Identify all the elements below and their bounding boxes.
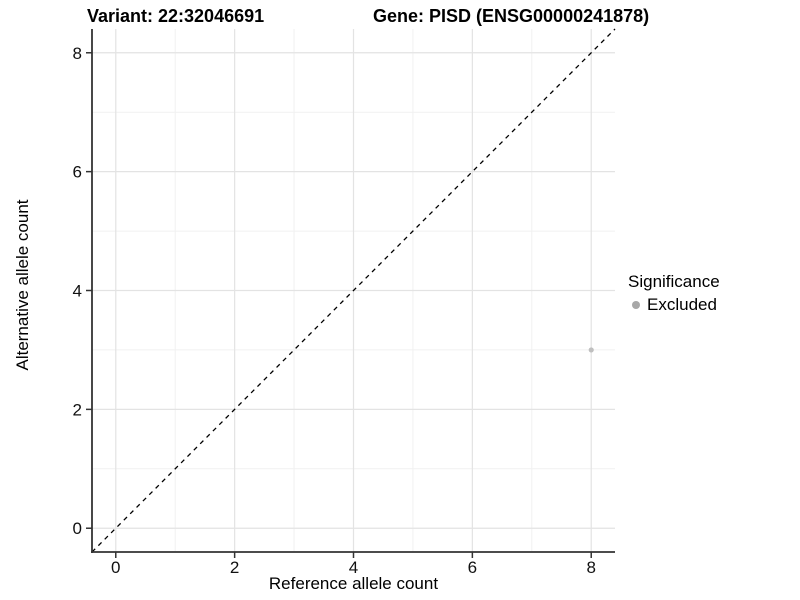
legend: Significance Excluded: [628, 272, 720, 314]
data-point: [588, 347, 594, 353]
x-axis-title: Reference allele count: [268, 574, 439, 593]
y-tick-label: 6: [73, 163, 82, 182]
legend-title: Significance: [628, 272, 720, 291]
legend-item-excluded: Excluded: [628, 295, 720, 314]
legend-item-label: Excluded: [647, 295, 717, 314]
y-axis-title: Alternative allele count: [13, 199, 32, 371]
variant-title: Variant: 22:32046691: [87, 6, 265, 26]
x-tick-label: 0: [111, 558, 120, 577]
x-tick-label: 6: [468, 558, 477, 577]
y-tick-label: 4: [73, 282, 82, 301]
y-tick-label: 8: [73, 44, 82, 63]
y-tick-label: 0: [73, 519, 82, 538]
excluded-point-icon: [632, 300, 640, 309]
y-tick-label: 2: [73, 400, 82, 419]
x-tick-label: 4: [349, 558, 358, 577]
gene-title: Gene: PISD (ENSG00000241878): [373, 6, 650, 26]
x-tick-label: 8: [586, 558, 595, 577]
x-tick-label: 2: [230, 558, 239, 577]
identity-line: [91, 28, 616, 553]
